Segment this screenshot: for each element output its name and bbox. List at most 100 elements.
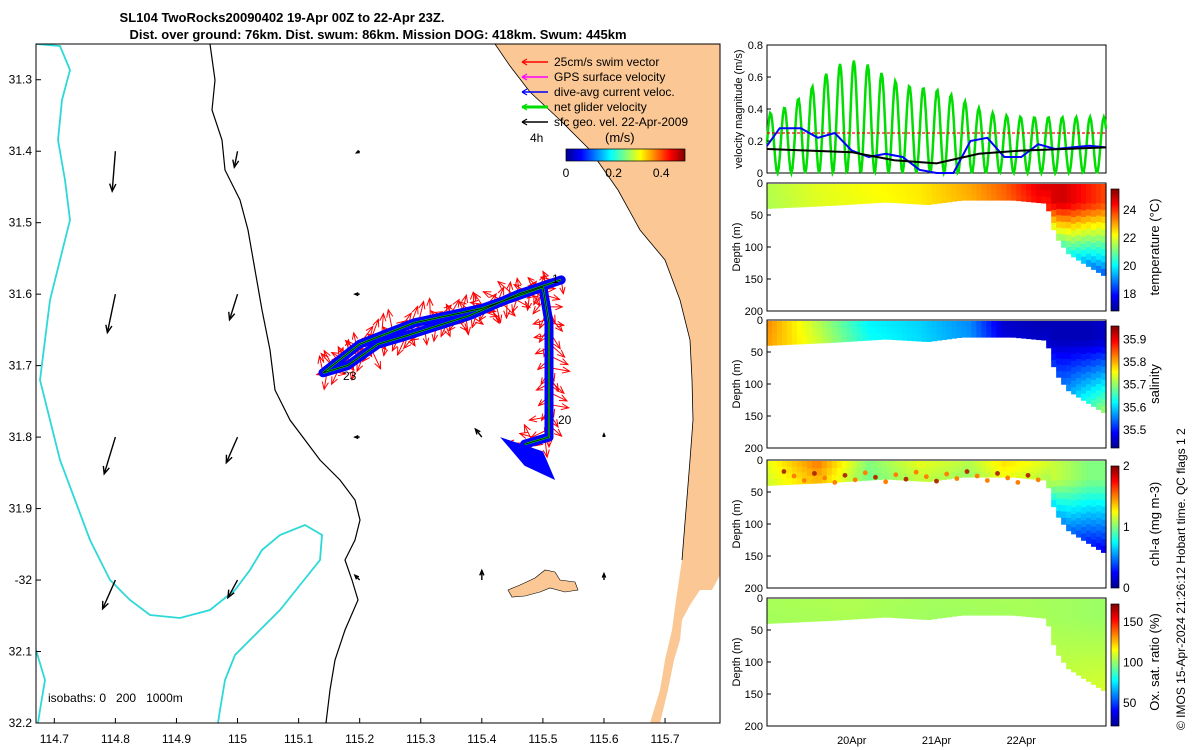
heatmap-cell [956,471,963,478]
swim-vector-arrow-head [317,354,325,365]
heatmap-cell [1056,605,1062,613]
heatmap-cell [936,333,943,341]
legend-label: sfc geo. vel. 22-Apr-2009 [554,115,688,129]
heatmap-cell [791,338,798,345]
heatmap-cell [1021,599,1027,606]
heatmap-cell [806,461,813,470]
heatmap-cell [1101,223,1107,231]
heatmap-cell [991,609,997,616]
heatmap-cell [1096,611,1102,619]
heatmap-cell [1071,467,1077,475]
heatmap-cell [1051,605,1057,613]
heatmap-cell [881,327,888,334]
heatmap-cell [1096,655,1102,663]
heatmap-cell [1076,480,1082,487]
heatmap-cell [1081,321,1087,329]
heatmap-cell [976,461,982,467]
heatmap-cell [1046,197,1052,205]
heatmap-cell [921,190,928,199]
heatmap-cell [1096,339,1102,347]
heatmap-cell [1086,215,1092,223]
depth-tick-label: 100 [745,519,763,531]
heatmap-cell [811,184,818,192]
swim-vector-arrow-head [514,277,522,287]
heatmap-cell [881,196,888,203]
heatmap-cell [911,190,918,198]
heatmap-cell [1081,354,1087,362]
swim-vector-arrow-head [535,384,544,391]
heatmap-cell [1021,332,1027,339]
heatmap-cell [1096,384,1102,391]
heatmap-cell [1056,321,1062,328]
heatmap-cell [781,184,788,191]
depth-ylabel: Depth (m) [731,360,743,409]
heatmap-cell [781,338,788,346]
heatmap-cell [1066,624,1072,632]
heatmap-cell [767,461,773,468]
heatmap-cell [1041,184,1047,191]
heatmap-cell [976,194,982,201]
heatmap-cell [1081,658,1087,666]
legend-arrowhead [521,103,528,111]
heatmap-cell [931,605,938,613]
heatmap-cell [956,604,963,611]
heatmap-cell [921,612,928,620]
heatmap-cell [1056,498,1062,506]
heatmap-cell [1101,242,1107,250]
heatmap-cell [871,327,878,335]
heatmap-cell [767,611,773,618]
heatmap-cell [1081,605,1087,613]
heatmap-cell [991,604,997,611]
map-axes-frame [35,43,721,724]
depth-tick-label: 50 [751,347,763,359]
heatmap-cell [1031,599,1037,606]
heatmap-cell [951,195,958,202]
swim-vector-arrow-head [344,338,352,347]
heatmap-cell [1051,500,1057,508]
heatmap-cell [896,333,903,341]
heatmap-cell [836,327,843,336]
heatmap-cell [1056,196,1062,204]
depth-tick-label: 200 [745,583,763,595]
heatmap-cell [1061,461,1067,468]
colorbar [1110,603,1120,727]
heatmap-cell [1071,625,1077,633]
heatmap-cell [1091,223,1097,231]
heatmap-cell [1096,327,1102,335]
heatmap-cell [1061,234,1067,242]
heatmap-cell [1071,665,1077,673]
heatmap-cell [786,466,793,474]
heatmap-cell [1091,605,1097,613]
heatmap-cell [866,190,873,198]
heatmap-cell [1081,480,1087,488]
heatmap-cell [1086,617,1092,625]
heatmap-cell [1076,203,1082,210]
heatmap-cell [801,184,808,191]
heatmap-cell [767,473,773,480]
heatmap-cell [1051,467,1057,475]
heatmap-cell [836,599,843,607]
vector-key-label: 4h [530,131,543,145]
chl-sample-dot [964,469,970,474]
colorbar-tick-label: 35.7 [1123,378,1147,392]
heatmap-cell [831,468,838,476]
chl-sample-dot [893,472,899,478]
heatmap-cell [866,327,873,335]
heatmap-cell [1066,467,1072,475]
heatmap-cell [981,609,987,616]
heatmap-cell [771,201,778,209]
heatmap-cell [1096,377,1102,385]
heatmap-cell [986,599,992,605]
heatmap-cell [1056,364,1062,372]
heatmap-cell [941,473,948,480]
heatmap-cell [876,327,883,334]
swim-vector-arrow-head [560,403,570,411]
heatmap-cell [831,191,838,199]
heatmap-cell [1061,498,1067,506]
heatmap-cell [1006,471,1012,478]
heatmap-cell [1091,539,1097,547]
heatmap-cell [886,473,893,480]
swim-vector-arrow-head [397,347,404,357]
heatmap-cell [896,184,903,191]
heatmap-cell [841,461,848,469]
